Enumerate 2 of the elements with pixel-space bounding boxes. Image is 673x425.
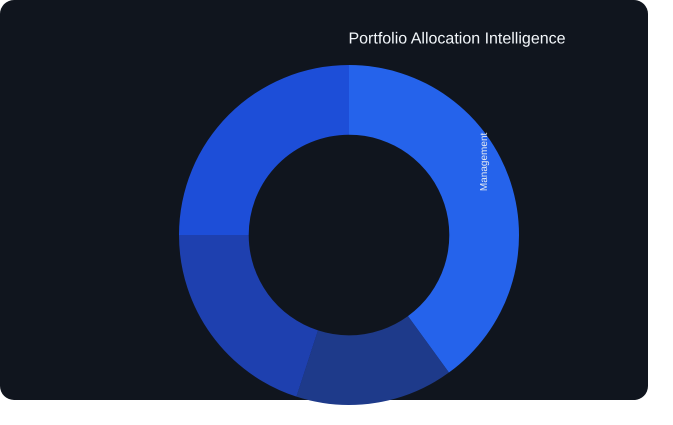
chart-title: Portfolio Allocation Intelligence <box>348 30 566 48</box>
text: Management <box>478 132 490 192</box>
